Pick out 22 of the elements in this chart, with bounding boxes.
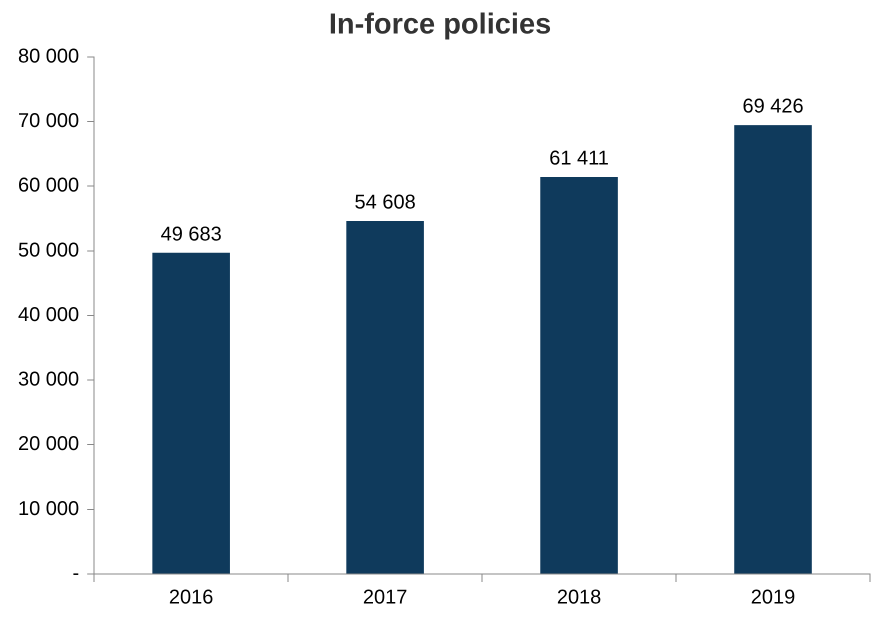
y-tick-label: 40 000 [18, 304, 80, 326]
chart-title: In-force policies [328, 8, 552, 40]
bar [346, 220, 424, 574]
y-tick-label: 70 000 [18, 110, 80, 132]
x-tick-label: 2017 [362, 586, 408, 609]
x-tick-label: 2016 [168, 586, 214, 609]
y-tick-label: 20 000 [18, 433, 80, 456]
bar [734, 125, 812, 574]
y-tick-label: - [72, 562, 80, 585]
bar [540, 176, 618, 574]
data-label: 49 683 [160, 223, 222, 246]
data-label: 69 426 [742, 96, 804, 118]
y-tick-label: 30 000 [18, 368, 80, 391]
x-tick-label: 2019 [750, 586, 796, 609]
data-label: 54 608 [354, 191, 416, 214]
bar [152, 252, 230, 574]
x-tick-label: 2018 [556, 586, 602, 609]
y-tick-label: 60 000 [18, 174, 80, 197]
y-tick-label: 50 000 [18, 239, 80, 262]
y-tick-label: 10 000 [18, 498, 80, 520]
data-label: 61 411 [549, 147, 609, 170]
y-tick-label: 80 000 [18, 45, 80, 68]
